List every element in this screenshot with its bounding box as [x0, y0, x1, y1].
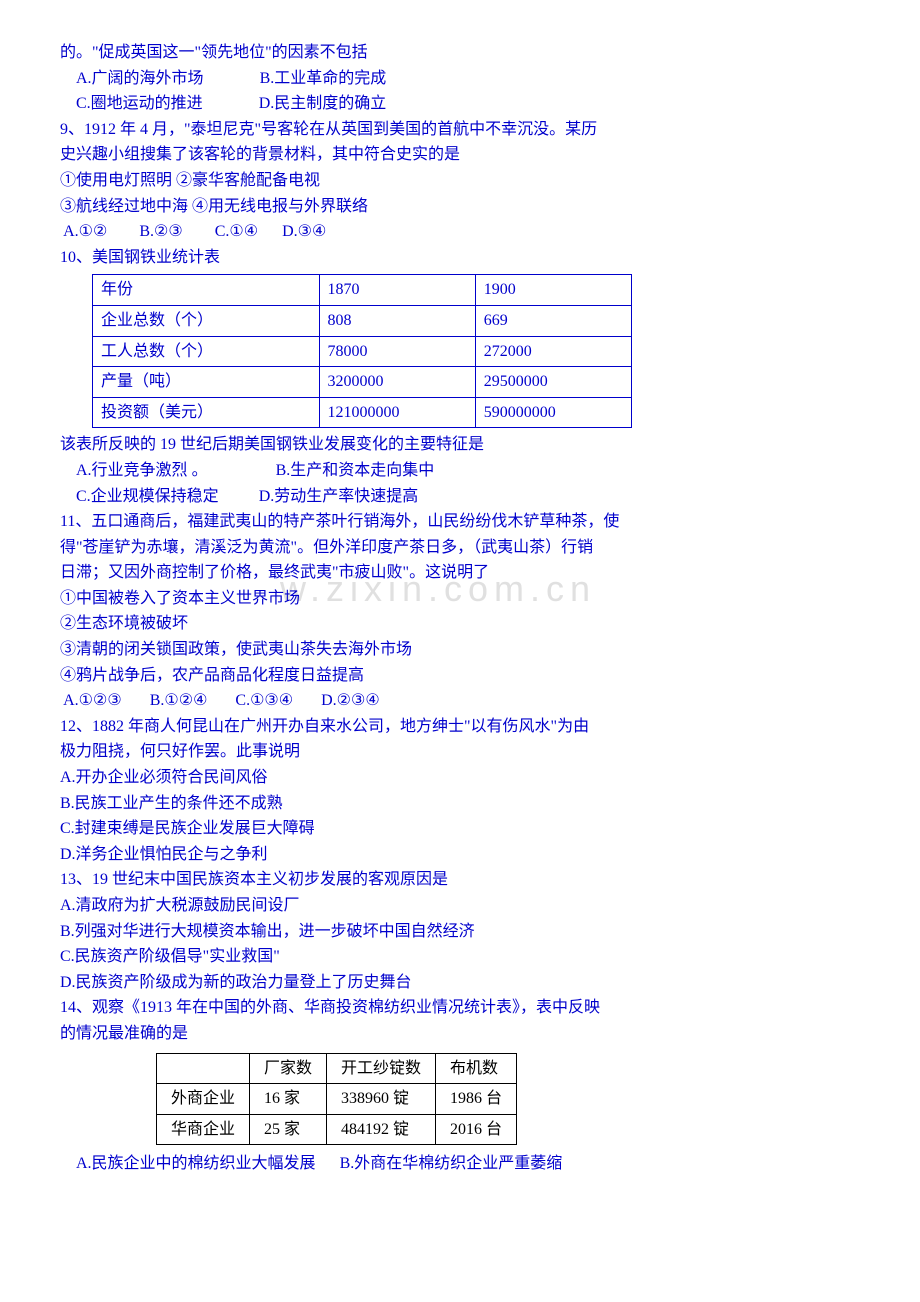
- q14-opt-b: B.外商在华棉纺织企业严重萎缩: [340, 1155, 563, 1172]
- q9-stem-line2: 史兴趣小组搜集了该客轮的背景材料，其中符合史实的是: [60, 142, 860, 168]
- q10-options-row2: C.企业规模保持稳定 D.劳动生产率快速提高: [60, 484, 860, 510]
- q14-opt-a: A.民族企业中的棉纺织业大幅发展: [76, 1155, 316, 1172]
- cell: 121000000: [319, 397, 475, 428]
- q14-num: 14、: [60, 999, 92, 1016]
- q14-line2: 的情况最准确的是: [60, 1021, 860, 1047]
- table-row: 年份18701900: [93, 275, 632, 306]
- cell: [157, 1053, 250, 1084]
- q11-num: 11、: [60, 513, 91, 530]
- table-row: 企业总数（个）808669: [93, 305, 632, 336]
- q10-opt-b: B.生产和资本走向集中: [276, 462, 435, 479]
- q10-title-text: 美国钢铁业统计表: [92, 249, 220, 266]
- cell: 工人总数（个）: [93, 336, 320, 367]
- q12-l1: 1882 年商人何昆山在广州开办自来水公司，地方绅士"以有伤风水"为由: [92, 718, 589, 735]
- q8-opt-a: A.广阔的海外市场: [76, 70, 204, 87]
- q10-stem: 该表所反映的 19 世纪后期美国钢铁业发展变化的主要特征是: [60, 432, 860, 458]
- q11-item3: ③清朝的闭关锁国政策，使武夷山茶失去海外市场: [60, 637, 860, 663]
- table-row: 产量（吨）320000029500000: [93, 367, 632, 398]
- q10-options-row1: A.行业竞争激烈 。 B.生产和资本走向集中: [60, 458, 860, 484]
- q12-line2: 极力阻挠，何只好作罢。此事说明: [60, 739, 860, 765]
- cell: 1986 台: [436, 1084, 517, 1115]
- table-row: 工人总数（个）78000272000: [93, 336, 632, 367]
- q13-opt-a: A.清政府为扩大税源鼓励民间设厂: [60, 893, 860, 919]
- cell: 企业总数（个）: [93, 305, 320, 336]
- q12-num: 12、: [60, 718, 92, 735]
- table-row: 投资额（美元）121000000590000000: [93, 397, 632, 428]
- q12-line1: 12、1882 年商人何昆山在广州开办自来水公司，地方绅士"以有伤风水"为由: [60, 714, 860, 740]
- cell: 16 家: [250, 1084, 327, 1115]
- q13-stem: 13、19 世纪末中国民族资本主义初步发展的客观原因是: [60, 867, 860, 893]
- cell: 布机数: [436, 1053, 517, 1084]
- q11-line2: 得"苍崖铲为赤壤，清溪泛为黄流"。但外洋印度产茶日多，（武夷山茶）行销: [60, 535, 860, 561]
- q13-opt-c: C.民族资产阶级倡导"实业救国": [60, 944, 860, 970]
- q10-opt-d: D.劳动生产率快速提高: [259, 488, 419, 505]
- q10-title: 10、美国钢铁业统计表: [60, 245, 860, 271]
- q12-opt-d: D.洋务企业惧怕民企与之争利: [60, 842, 860, 868]
- q14-table: 厂家数开工纱锭数布机数 外商企业16 家338960 锭1986 台 华商企业2…: [156, 1053, 517, 1146]
- q13-num: 13、: [60, 871, 92, 888]
- cell: 808: [319, 305, 475, 336]
- q10-opt-a: A.行业竞争激烈: [76, 462, 192, 479]
- q8-options-row1: A.广阔的海外市场 B.工业革命的完成: [60, 66, 860, 92]
- cell: 1870: [319, 275, 475, 306]
- cell: 年份: [93, 275, 320, 306]
- q14-options-row1: A.民族企业中的棉纺织业大幅发展 B.外商在华棉纺织企业严重萎缩: [60, 1151, 860, 1177]
- q10-opt-c: C.企业规模保持稳定: [76, 488, 219, 505]
- q14-l1: 观察《1913 年在中国的外商、华商投资棉纺织业情况统计表》，表中反映: [92, 999, 600, 1016]
- q12-opt-c: C.封建束缚是民族企业发展巨大障碍: [60, 816, 860, 842]
- q9-stem-line1: 9、1912 年 4 月，"泰坦尼克"号客轮在从英国到美国的首航中不幸沉没。某历: [60, 117, 860, 143]
- cell: 投资额（美元）: [93, 397, 320, 428]
- q11-line1: 11、五口通商后，福建武夷山的特产茶叶行销海外，山民纷纷伐木铲草种茶，使: [60, 509, 860, 535]
- q9-item2: ③航线经过地中海 ④用无线电报与外界联络: [60, 194, 860, 220]
- cell: 78000: [319, 336, 475, 367]
- q13-opt-d: D.民族资产阶级成为新的政治力量登上了历史舞台: [60, 970, 860, 996]
- cell: 外商企业: [157, 1084, 250, 1115]
- cell: 厂家数: [250, 1053, 327, 1084]
- cell: 29500000: [475, 367, 631, 398]
- cell: 484192 锭: [327, 1114, 436, 1145]
- q8-stem: 的。"促成英国这一"领先地位"的因素不包括: [60, 40, 860, 66]
- cell: 272000: [475, 336, 631, 367]
- q11-item2: ②生态环境被破坏: [60, 611, 860, 637]
- table-row: 厂家数开工纱锭数布机数: [157, 1053, 517, 1084]
- q12-opt-b: B.民族工业产生的条件还不成熟: [60, 791, 860, 817]
- cell: 3200000: [319, 367, 475, 398]
- cell: 1900: [475, 275, 631, 306]
- q8-opt-d: D.民主制度的确立: [259, 95, 387, 112]
- q9-item1: ①使用电灯照明 ②豪华客舱配备电视: [60, 168, 860, 194]
- q13-stem-text: 19 世纪末中国民族资本主义初步发展的客观原因是: [92, 871, 448, 888]
- q11-l1: 五口通商后，福建武夷山的特产茶叶行销海外，山民纷纷伐木铲草种茶，使: [91, 513, 619, 530]
- q9-stem1: 1912 年 4 月，"泰坦尼克"号客轮在从英国到美国的首航中不幸沉没。某历: [84, 121, 597, 138]
- q10-num: 10、: [60, 249, 92, 266]
- q11-options: A.①②③ B.①②④ C.①③④ D.②③④: [60, 688, 860, 714]
- cell: 338960 锭: [327, 1084, 436, 1115]
- q12-opt-a: A.开办企业必须符合民间风俗: [60, 765, 860, 791]
- cell: 25 家: [250, 1114, 327, 1145]
- q9-num: 9、: [60, 121, 84, 138]
- cell: 华商企业: [157, 1114, 250, 1145]
- cell: 开工纱锭数: [327, 1053, 436, 1084]
- q8-opt-b: B.工业革命的完成: [260, 70, 387, 87]
- q9-options: A.①② B.②③ C.①④ D.③④: [60, 219, 860, 245]
- q14-line1: 14、观察《1913 年在中国的外商、华商投资棉纺织业情况统计表》，表中反映: [60, 995, 860, 1021]
- q13-opt-b: B.列强对华进行大规模资本输出，进一步破坏中国自然经济: [60, 919, 860, 945]
- cell: 产量（吨）: [93, 367, 320, 398]
- q11-item4: ④鸦片战争后，农产品商品化程度日益提高: [60, 663, 860, 689]
- q8-options-row2: C.圈地运动的推进 D.民主制度的确立: [60, 91, 860, 117]
- q11-line3: 日滞；又因外商控制了价格，最终武夷"市疲山败"。这说明了: [60, 560, 860, 586]
- q8-opt-c: C.圈地运动的推进: [76, 95, 203, 112]
- cell: 669: [475, 305, 631, 336]
- q10-table: 年份18701900 企业总数（个）808669 工人总数（个）78000272…: [92, 274, 632, 428]
- table-row: 外商企业16 家338960 锭1986 台: [157, 1084, 517, 1115]
- table-row: 华商企业25 家484192 锭2016 台: [157, 1114, 517, 1145]
- cell: 590000000: [475, 397, 631, 428]
- q11-item1: ①中国被卷入了资本主义世界市场: [60, 586, 860, 612]
- cell: 2016 台: [436, 1114, 517, 1145]
